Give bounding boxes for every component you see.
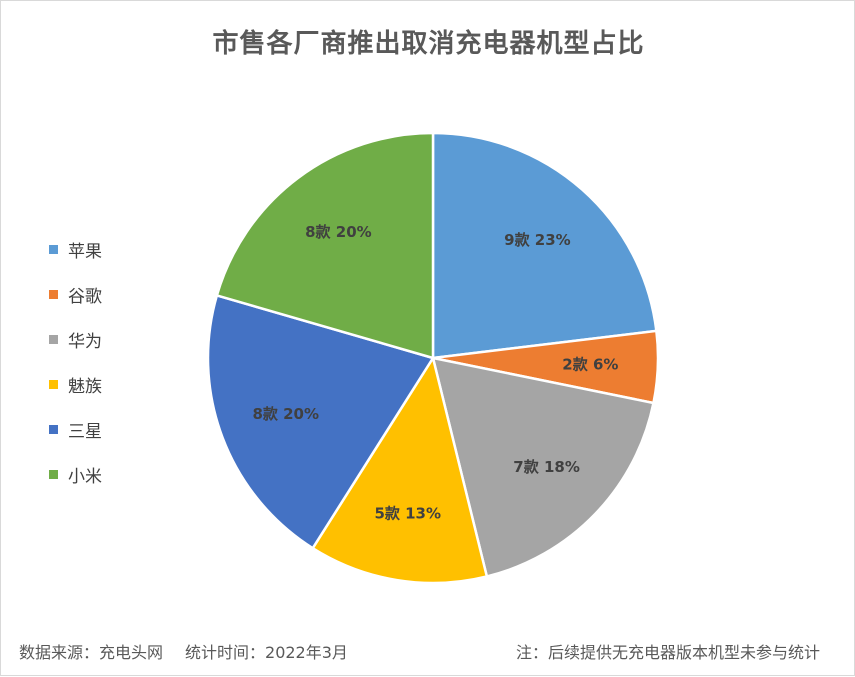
time-note: 统计时间：2022年3月 — [185, 643, 348, 662]
data-label: 9款 23% — [504, 231, 571, 249]
legend: 苹果 谷歌 华为 魅族 三星 小米 — [49, 227, 102, 497]
legend-item: 三星 — [49, 407, 102, 452]
legend-swatch — [49, 425, 58, 434]
pie-slice — [215, 131, 435, 360]
legend-swatch — [49, 290, 58, 299]
data-label: 7款 18% — [513, 458, 580, 476]
legend-label: 小米 — [68, 467, 102, 487]
data-label: 8款 20% — [305, 223, 372, 241]
pie-slice — [431, 356, 655, 578]
pie-slice — [431, 131, 658, 360]
legend-label: 华为 — [68, 332, 102, 352]
legend-item: 魅族 — [49, 362, 102, 407]
legend-swatch — [49, 470, 58, 479]
footer-note: 注：后续提供无充电器版本机型未参与统计 — [515, 643, 820, 662]
legend-label: 苹果 — [68, 242, 102, 262]
legend-item: 华为 — [49, 317, 102, 362]
pie-slice — [206, 293, 435, 550]
data-label: 8款 20% — [252, 405, 319, 423]
chart-title: 市售各厂商推出取消充电器机型占比 — [212, 29, 645, 59]
legend-swatch — [49, 380, 58, 389]
legend-item: 小米 — [49, 452, 102, 497]
legend-swatch — [49, 245, 58, 254]
legend-label: 三星 — [68, 422, 102, 442]
pie-slice — [311, 354, 489, 585]
legend-swatch — [49, 335, 58, 344]
source-note: 数据来源：充电头网 — [19, 643, 164, 662]
legend-label: 魅族 — [68, 377, 102, 397]
legend-label: 谷歌 — [68, 287, 102, 307]
legend-item: 谷歌 — [49, 272, 102, 317]
legend-item: 苹果 — [49, 227, 102, 272]
data-label: 2款 6% — [562, 355, 618, 373]
footer-left: 数据来源：充电头网 统计时间：2022年3月 — [19, 639, 348, 663]
data-label: 5款 13% — [374, 504, 441, 522]
